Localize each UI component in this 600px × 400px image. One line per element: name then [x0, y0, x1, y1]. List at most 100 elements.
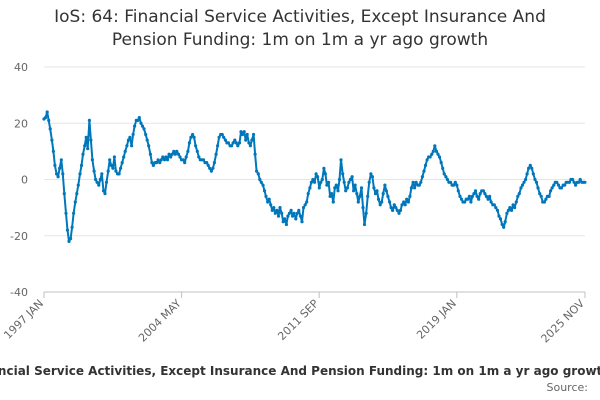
data-point[interactable]: [186, 149, 190, 153]
data-point[interactable]: [492, 203, 496, 207]
data-point[interactable]: [364, 211, 368, 215]
data-point[interactable]: [577, 180, 581, 184]
data-point[interactable]: [341, 172, 345, 176]
data-point[interactable]: [95, 180, 99, 184]
data-point[interactable]: [334, 183, 338, 187]
data-point[interactable]: [536, 186, 540, 190]
data-point[interactable]: [236, 144, 240, 148]
data-point[interactable]: [533, 177, 537, 182]
data-point[interactable]: [303, 203, 307, 207]
data-point[interactable]: [130, 144, 134, 148]
data-point[interactable]: [87, 118, 91, 122]
data-point[interactable]: [261, 183, 265, 187]
data-point[interactable]: [574, 183, 578, 187]
data-point[interactable]: [353, 183, 357, 187]
data-point[interactable]: [222, 135, 226, 139]
data-point[interactable]: [305, 200, 309, 204]
data-point[interactable]: [178, 155, 182, 159]
data-point[interactable]: [205, 161, 209, 165]
data-point[interactable]: [497, 214, 501, 218]
data-point[interactable]: [362, 222, 367, 227]
data-point[interactable]: [244, 138, 248, 142]
data-point[interactable]: [101, 189, 106, 193]
data-point[interactable]: [549, 189, 553, 193]
data-point[interactable]: [70, 225, 74, 229]
data-point[interactable]: [478, 192, 482, 196]
data-point[interactable]: [55, 172, 59, 176]
data-point[interactable]: [119, 166, 123, 170]
data-point[interactable]: [100, 172, 104, 176]
data-point[interactable]: [411, 180, 415, 184]
data-point[interactable]: [434, 149, 439, 153]
data-point[interactable]: [272, 206, 276, 210]
data-point[interactable]: [378, 203, 382, 207]
data-point[interactable]: [425, 158, 429, 162]
data-point[interactable]: [259, 180, 263, 184]
data-point[interactable]: [505, 211, 509, 215]
data-point[interactable]: [520, 183, 525, 187]
data-point[interactable]: [187, 141, 191, 145]
data-point[interactable]: [111, 166, 115, 170]
data-point[interactable]: [323, 172, 327, 176]
data-point[interactable]: [109, 163, 113, 167]
data-point[interactable]: [517, 192, 521, 196]
data-point[interactable]: [76, 183, 80, 187]
data-point[interactable]: [167, 152, 171, 156]
data-point[interactable]: [161, 155, 165, 159]
data-point[interactable]: [69, 237, 73, 241]
data-point[interactable]: [170, 152, 174, 156]
data-point[interactable]: [455, 183, 459, 187]
data-point[interactable]: [295, 211, 299, 215]
data-point[interactable]: [311, 177, 315, 182]
data-point[interactable]: [344, 189, 348, 193]
data-point[interactable]: [216, 144, 220, 148]
data-point[interactable]: [269, 203, 273, 207]
data-point[interactable]: [122, 155, 126, 159]
data-point[interactable]: [508, 206, 512, 210]
data-point[interactable]: [223, 138, 227, 142]
data-point[interactable]: [136, 118, 140, 122]
data-point[interactable]: [140, 124, 145, 128]
data-point[interactable]: [420, 175, 424, 179]
data-point[interactable]: [355, 192, 359, 196]
data-point[interactable]: [352, 189, 356, 193]
data-point[interactable]: [181, 158, 185, 162]
data-point[interactable]: [524, 177, 528, 182]
data-point[interactable]: [175, 149, 179, 153]
data-point[interactable]: [151, 163, 155, 167]
data-point[interactable]: [327, 180, 331, 184]
data-point[interactable]: [361, 206, 365, 210]
data-point[interactable]: [270, 208, 274, 212]
data-point[interactable]: [544, 197, 548, 201]
data-point[interactable]: [452, 183, 456, 187]
data-point[interactable]: [469, 200, 473, 204]
data-point[interactable]: [131, 132, 135, 137]
data-point[interactable]: [267, 197, 271, 201]
data-point[interactable]: [389, 206, 393, 210]
data-point[interactable]: [328, 194, 332, 198]
data-point[interactable]: [266, 200, 270, 204]
data-point[interactable]: [342, 180, 346, 184]
data-point[interactable]: [333, 186, 337, 190]
data-point[interactable]: [86, 147, 90, 151]
data-point[interactable]: [308, 186, 312, 190]
data-point[interactable]: [194, 144, 198, 148]
data-point[interactable]: [53, 163, 57, 167]
data-point[interactable]: [61, 172, 65, 176]
data-point[interactable]: [571, 177, 575, 182]
data-point[interactable]: [484, 194, 488, 198]
data-point[interactable]: [230, 144, 234, 148]
data-point[interactable]: [275, 208, 279, 212]
data-point[interactable]: [284, 222, 288, 227]
data-point[interactable]: [89, 138, 93, 142]
data-point[interactable]: [298, 214, 303, 218]
data-point[interactable]: [142, 127, 146, 131]
data-point[interactable]: [510, 208, 514, 212]
data-point[interactable]: [430, 152, 434, 156]
data-point[interactable]: [79, 163, 84, 167]
data-point[interactable]: [358, 194, 362, 198]
data-point[interactable]: [258, 177, 262, 182]
data-point[interactable]: [291, 214, 295, 218]
data-point[interactable]: [320, 177, 324, 182]
data-point[interactable]: [373, 192, 378, 196]
